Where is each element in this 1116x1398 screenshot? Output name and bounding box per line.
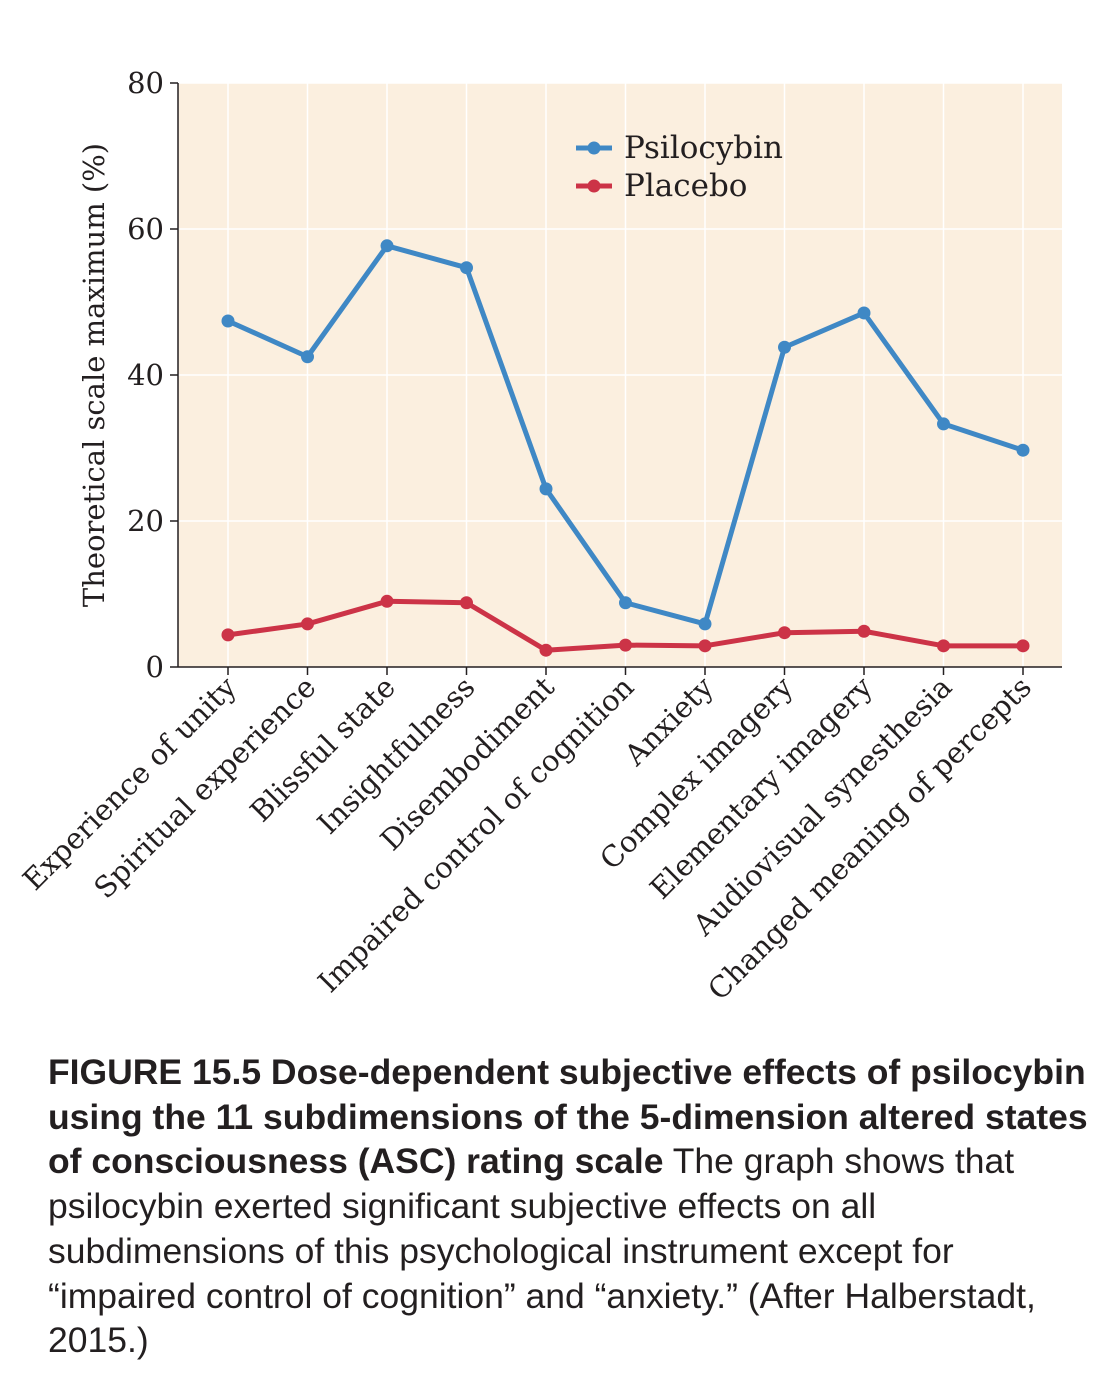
data-point-psilocybin — [937, 417, 950, 431]
y-tick-label: 80 — [127, 66, 164, 100]
data-point-psilocybin — [380, 239, 394, 253]
data-point-psilocybin — [857, 306, 871, 320]
data-point-psilocybin — [539, 482, 553, 496]
y-axis-label: Theoretical scale maximum (%) — [77, 143, 111, 607]
data-point-placebo — [301, 617, 314, 631]
data-point-psilocybin — [778, 340, 791, 354]
legend-label: Psilocybin — [624, 130, 783, 166]
data-point-placebo — [619, 638, 632, 652]
y-tick-label: 20 — [127, 504, 164, 538]
data-point-placebo — [778, 626, 791, 640]
data-point-psilocybin — [460, 261, 473, 275]
data-point-placebo — [1016, 639, 1030, 653]
data-point-psilocybin — [619, 596, 632, 610]
y-tick-label: 0 — [146, 650, 164, 684]
legend-marker-placebo — [587, 179, 601, 193]
data-point-placebo — [857, 624, 871, 638]
legend-marker-psilocybin — [587, 141, 601, 155]
data-point-psilocybin — [1016, 443, 1030, 457]
data-point-placebo — [221, 628, 235, 642]
data-point-psilocybin — [301, 350, 314, 364]
data-point-placebo — [698, 639, 712, 653]
y-tick-label: 40 — [127, 358, 164, 392]
data-point-placebo — [937, 639, 950, 653]
data-point-psilocybin — [698, 617, 712, 631]
y-tick-label: 60 — [127, 212, 164, 246]
data-point-psilocybin — [221, 314, 235, 328]
data-point-placebo — [380, 594, 394, 608]
figure-caption: FIGURE 15.5 Dose-dependent subjective ef… — [48, 1050, 1088, 1363]
data-point-placebo — [460, 596, 473, 610]
caption-title: FIGURE 15.5 Dose-dependent subjective ef… — [48, 1052, 1088, 1182]
legend-label: Placebo — [624, 168, 747, 204]
caption-text: The graph shows that psilocybin exerted … — [48, 1141, 1036, 1361]
data-point-placebo — [539, 643, 553, 657]
